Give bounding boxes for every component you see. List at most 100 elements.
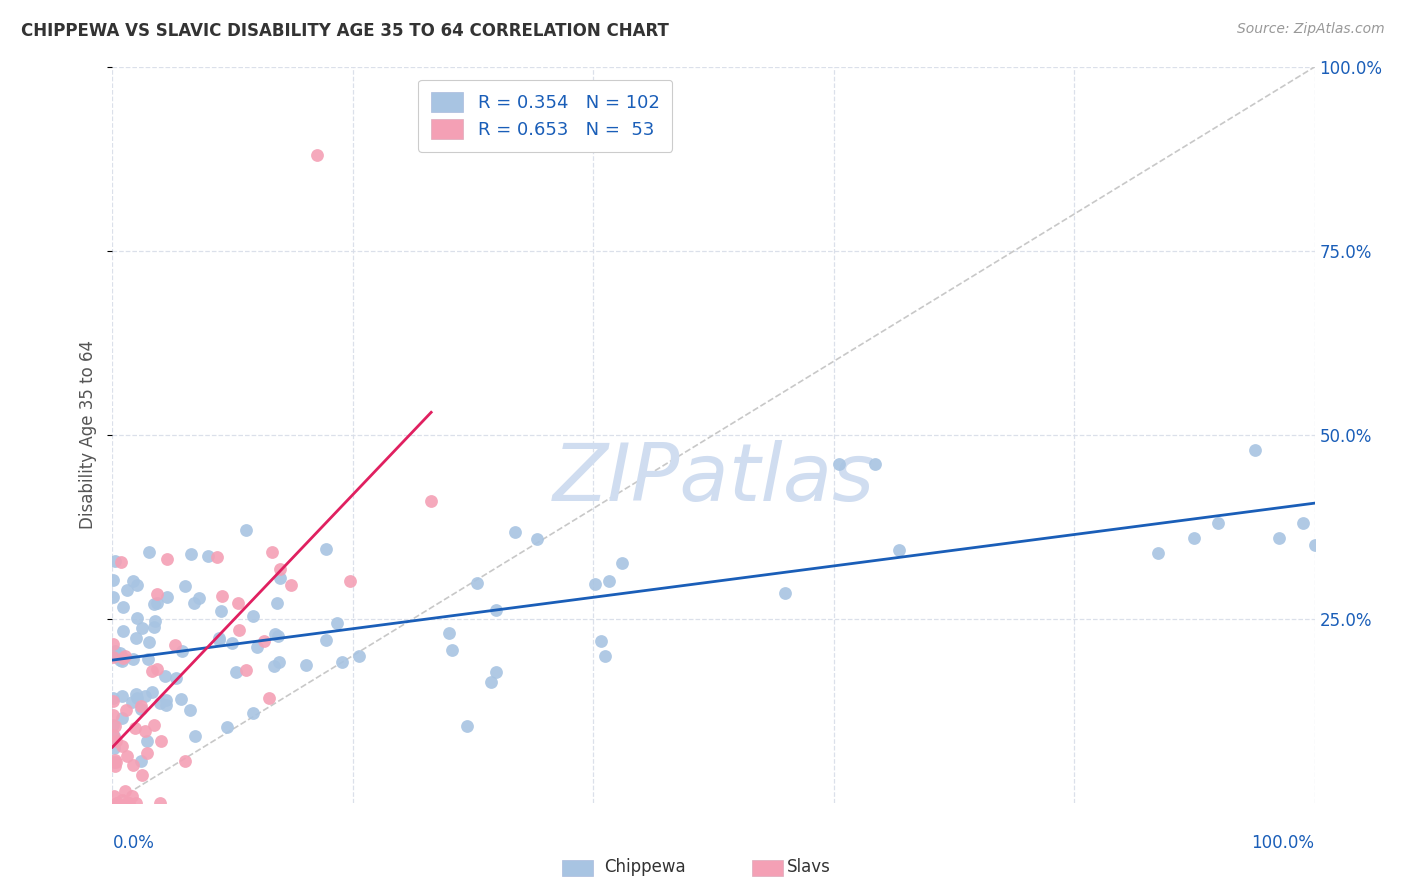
Point xyxy=(828,457,851,471)
Point xyxy=(593,648,616,663)
Point xyxy=(1303,538,1326,552)
Point xyxy=(125,687,148,701)
Point xyxy=(143,614,166,628)
Text: ZIPatlas: ZIPatlas xyxy=(553,440,875,518)
Point xyxy=(111,710,134,724)
Point xyxy=(111,600,134,615)
Point xyxy=(242,706,264,720)
Point xyxy=(111,690,134,704)
Point xyxy=(155,669,177,683)
Point xyxy=(118,796,141,810)
Point xyxy=(437,626,460,640)
Point xyxy=(101,637,124,651)
Point xyxy=(149,696,172,710)
Point xyxy=(155,698,177,712)
Point xyxy=(1291,516,1313,530)
Point xyxy=(246,640,269,654)
Text: CHIPPEWA VS SLAVIC DISABILITY AGE 35 TO 64 CORRELATION CHART: CHIPPEWA VS SLAVIC DISABILITY AGE 35 TO … xyxy=(21,22,669,40)
Point xyxy=(142,597,165,611)
Point xyxy=(330,655,353,669)
Point xyxy=(225,665,247,679)
Point xyxy=(889,543,911,558)
Point xyxy=(188,591,211,605)
Point xyxy=(347,648,370,663)
Point xyxy=(598,574,620,588)
Point xyxy=(262,545,284,559)
Point xyxy=(485,665,508,679)
Point xyxy=(129,702,152,716)
Point xyxy=(170,692,193,706)
Point xyxy=(235,523,257,537)
Point xyxy=(105,796,128,810)
Point xyxy=(114,648,136,663)
Point xyxy=(108,646,131,660)
Point xyxy=(104,753,127,767)
Point xyxy=(103,741,125,756)
Text: Slavs: Slavs xyxy=(787,858,831,876)
Point xyxy=(136,746,159,760)
Point xyxy=(103,789,125,804)
Point xyxy=(280,578,302,592)
Point xyxy=(136,652,159,666)
Point xyxy=(127,611,149,625)
Point xyxy=(121,695,143,709)
Point xyxy=(122,758,145,772)
Point xyxy=(865,457,887,471)
Point xyxy=(155,693,177,707)
Point xyxy=(266,629,288,643)
Point xyxy=(166,671,188,685)
Text: Source: ZipAtlas.com: Source: ZipAtlas.com xyxy=(1237,22,1385,37)
Point xyxy=(325,615,347,630)
Point xyxy=(1267,531,1289,545)
Point xyxy=(485,603,508,617)
Point xyxy=(179,703,201,717)
Point xyxy=(252,634,274,648)
Point xyxy=(115,749,138,764)
Point xyxy=(125,578,148,592)
Point xyxy=(111,739,134,753)
Point xyxy=(104,758,127,772)
Point xyxy=(101,718,124,732)
Point xyxy=(207,549,229,564)
Point xyxy=(503,524,526,539)
Point xyxy=(266,596,288,610)
Point xyxy=(111,654,134,668)
Point xyxy=(110,793,132,807)
Point xyxy=(101,691,124,706)
Point xyxy=(111,651,134,665)
Point xyxy=(138,635,160,649)
Point xyxy=(124,796,146,810)
Point xyxy=(129,754,152,768)
Point xyxy=(479,675,502,690)
Point xyxy=(141,664,163,678)
Point xyxy=(101,707,124,722)
Y-axis label: Disability Age 35 to 64: Disability Age 35 to 64 xyxy=(79,341,97,529)
Point xyxy=(156,590,179,604)
Point xyxy=(101,649,124,664)
Point xyxy=(134,724,156,739)
Point xyxy=(1208,516,1230,530)
Point xyxy=(173,754,195,768)
Point xyxy=(259,690,281,705)
Point xyxy=(211,590,233,604)
Point xyxy=(104,756,127,770)
Point xyxy=(104,734,127,748)
Point xyxy=(134,689,156,703)
Point xyxy=(135,734,157,748)
Point xyxy=(209,604,232,618)
Point xyxy=(125,691,148,706)
Point xyxy=(441,642,464,657)
Point xyxy=(583,576,606,591)
Point xyxy=(107,649,129,664)
Point xyxy=(465,575,488,590)
Point xyxy=(172,644,194,658)
Point xyxy=(150,734,173,748)
Point xyxy=(235,663,257,677)
Point xyxy=(104,644,127,658)
Point xyxy=(101,694,124,708)
Point xyxy=(114,784,136,798)
Text: 0.0%: 0.0% xyxy=(112,834,155,852)
Point xyxy=(124,721,146,735)
Point xyxy=(149,796,172,810)
Point xyxy=(101,590,124,604)
